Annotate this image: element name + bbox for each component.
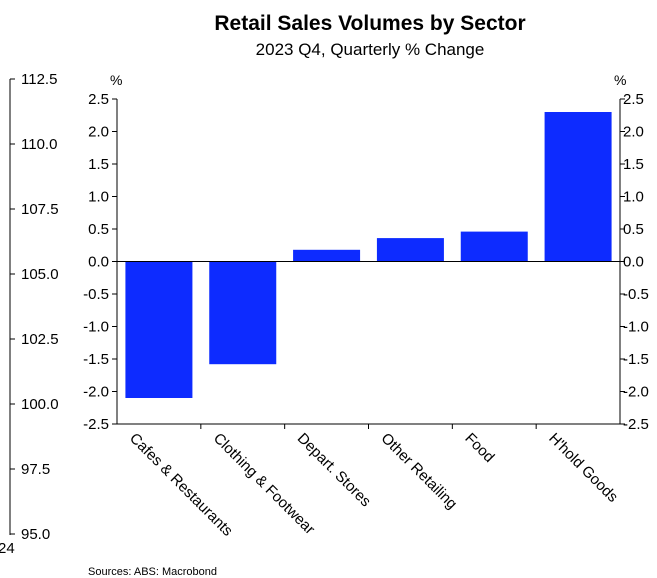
- background-axis-partial-label: 24: [0, 540, 15, 557]
- bar: [460, 231, 528, 262]
- bar: [376, 238, 444, 262]
- chart-title: Retail Sales Volumes by Sector: [214, 12, 525, 35]
- right-y-tick-label: 2.0: [623, 124, 644, 141]
- right-y-tick-label: 0.0: [623, 254, 644, 271]
- left-y-tick-label: -1.5: [83, 351, 109, 368]
- left-y-tick-label: 2.0: [88, 124, 109, 141]
- right-y-tick-label: -0.5: [623, 286, 649, 303]
- left-y-tick-label: 1.0: [88, 189, 109, 206]
- background-tick-label: 107.5: [21, 201, 59, 218]
- right-y-tick-label: 2.5: [623, 91, 644, 108]
- category-label: Other Retailing: [378, 430, 461, 513]
- bar: [293, 249, 361, 262]
- category-label: H'hold Goods: [545, 430, 621, 506]
- bars: [125, 112, 612, 398]
- left-y-tick-label: 2.5: [88, 91, 109, 108]
- background-tick-label: 97.5: [21, 461, 50, 478]
- source-note: Sources: ABS: Macrobond: [88, 566, 217, 578]
- background-tick-label: 100.0: [21, 396, 59, 413]
- left-y-tick-label: 0.0: [88, 254, 109, 271]
- bar: [125, 261, 193, 398]
- left-y-tick-label: -2.0: [83, 384, 109, 401]
- right-y-tick-label: 0.5: [623, 221, 644, 238]
- left-y-tick-label: -0.5: [83, 286, 109, 303]
- right-y-tick-label: 1.5: [623, 156, 644, 173]
- category-label: Food: [461, 430, 497, 466]
- background-tick-label: 105.0: [21, 266, 59, 283]
- left-unit-label: %: [110, 72, 122, 88]
- bar: [209, 261, 277, 365]
- background-tick-label: 112.5: [21, 71, 57, 88]
- left-y-axis-ticks: 2.5 2.0 1.5 1.0 0.5 0.0 -0.5 -1.0 -1.5 -2.0 -2.5: [83, 91, 117, 433]
- left-y-tick-label: -2.5: [83, 416, 109, 433]
- category-label: Depart. Stores: [294, 430, 374, 510]
- left-y-tick-label: 1.5: [88, 156, 109, 173]
- x-axis-ticks: [200, 424, 537, 429]
- background-tick-label: 102.5: [21, 331, 59, 348]
- right-y-axis-ticks: 2.5 2.0 1.5 1.0 0.5 0.0 -0.5 -1.0 -1.5 -2.0 -2.5: [620, 91, 649, 433]
- bar: [544, 112, 612, 262]
- right-y-tick-label: -2.5: [623, 416, 649, 433]
- background-axis-ticks: 112.5 110.0 107.5 105.0 102.5 100.0 97.5 95.0: [10, 71, 59, 543]
- right-y-tick-label: -1.5: [623, 351, 649, 368]
- background-tick-label: 110.0: [21, 136, 57, 153]
- right-y-tick-label: 1.0: [623, 189, 644, 206]
- right-y-tick-label: -2.0: [623, 384, 649, 401]
- chart-subtitle: 2023 Q4, Quarterly % Change: [256, 40, 485, 59]
- right-unit-label: %: [614, 72, 626, 88]
- left-y-tick-label: 0.5: [88, 221, 109, 238]
- left-y-tick-label: -1.0: [83, 319, 109, 336]
- right-y-tick-label: -1.0: [623, 319, 649, 336]
- background-tick-label: 95.0: [21, 526, 50, 543]
